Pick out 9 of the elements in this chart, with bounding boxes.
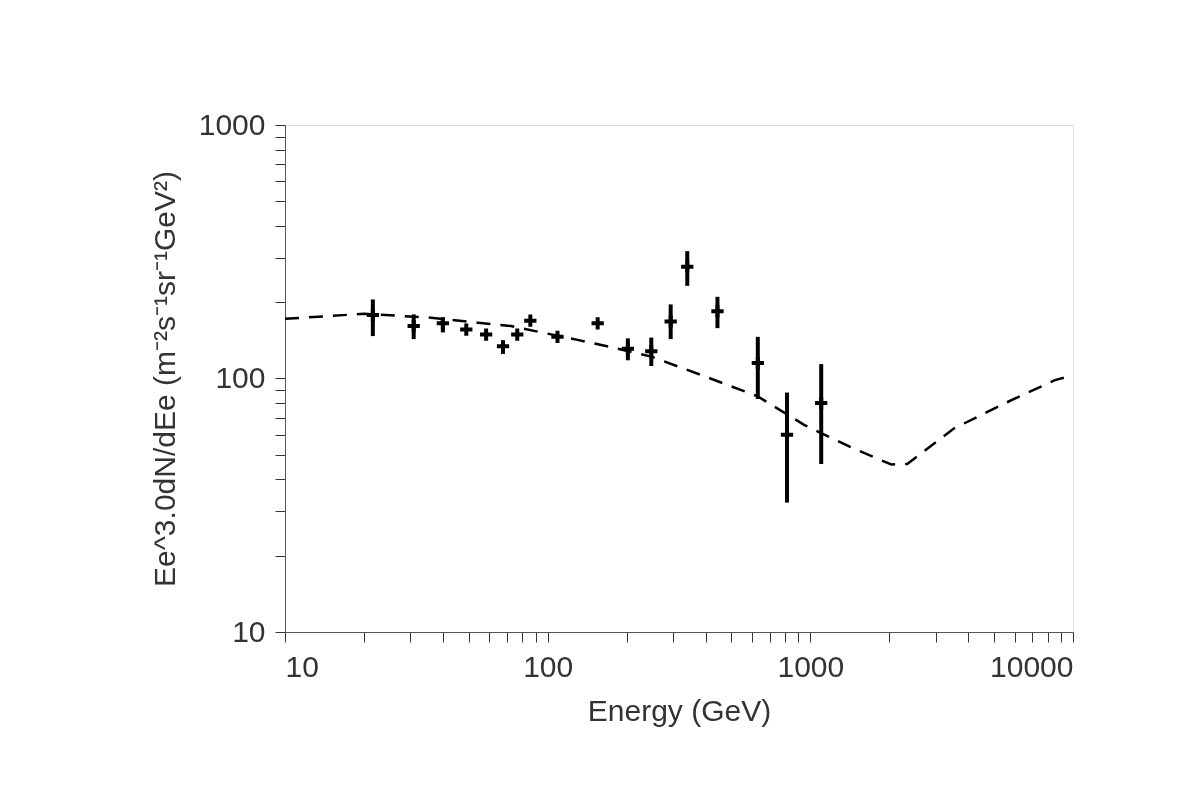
x-axis-title: Energy (GeV) (587, 693, 772, 727)
x-tick-label: 10000 (990, 649, 1074, 683)
y-tick-label: 1000 (198, 107, 266, 141)
x-tick-label: 1000 (777, 649, 845, 683)
x-tick-label: 100 (523, 649, 574, 683)
y-tick-label: 100 (215, 361, 266, 394)
y-tick-label: 10 (232, 614, 266, 648)
x-tick-label: 10 (285, 649, 319, 683)
y-axis-title: Ee^3.0dN/dEe (m⁻²s⁻¹sr⁻¹GeV²) (147, 171, 181, 587)
